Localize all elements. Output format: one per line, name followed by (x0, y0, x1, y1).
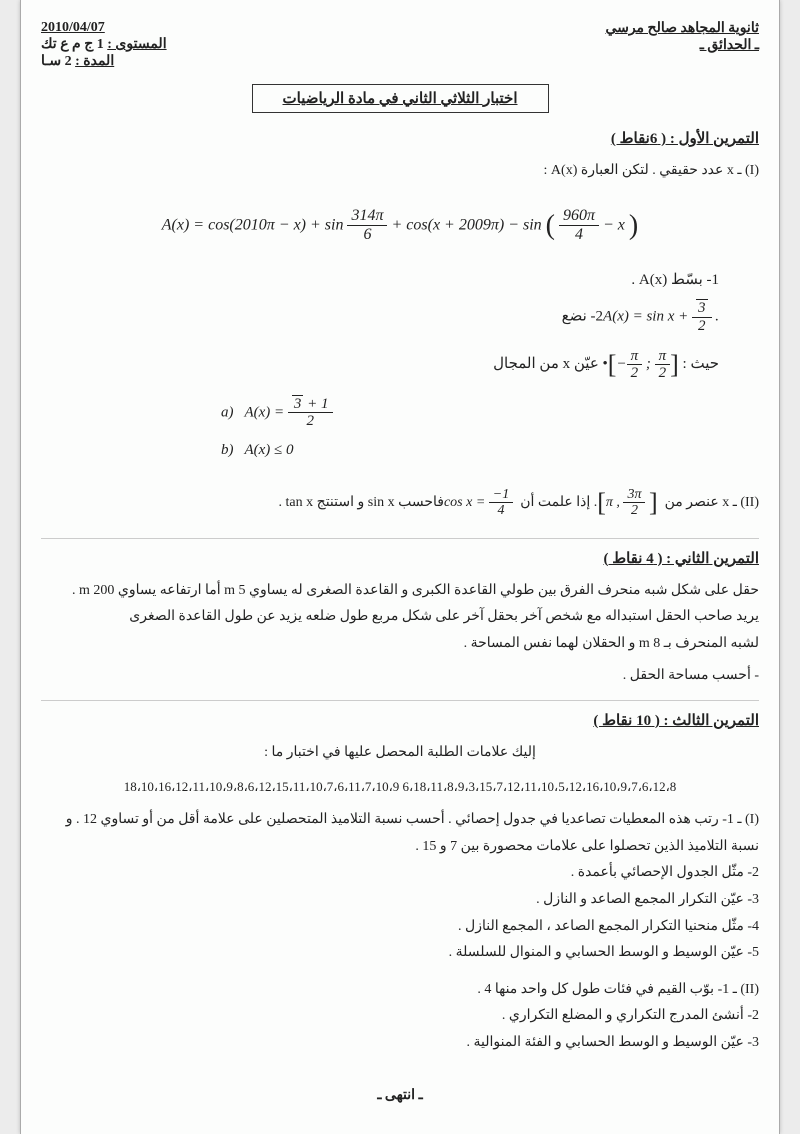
ex3-body: إليك علامات الطلبة المحصل عليها في اختبا… (41, 740, 759, 1057)
exam-date: 2010/04/07 (41, 20, 167, 36)
place: ـ الحدائق ـ (605, 37, 759, 54)
ex1-main-formula: A(x) = cos(2010π − x) + sin 314π6 + cos(… (41, 199, 759, 252)
ex3-I-prefix: (I) ـ (734, 812, 759, 827)
ex1-I-prefix: (I) ـ (734, 163, 759, 178)
ex2-p1: حقل على شكل شبه منحرف الفرق بين طولي الق… (41, 578, 759, 605)
ex1-intro: (I) ـ x عدد حقيقي . لتكن العبارة A(x) : (41, 158, 759, 185)
ex1-a: a) A(x) = 3 + 12 (221, 396, 759, 430)
ex1-partII: (II) ـ x عنصر من [π , 3π2 ] . إذا علمت أ… (41, 478, 759, 527)
ex3-data: 18،10،16،12،11،10،9،8،6،12،15،11،10،7،6،… (41, 775, 759, 800)
ex1-II-t3: فاحسب sin x و استنتج tan x . (279, 495, 444, 510)
header: ثانوية المجاهد صالح مرسي ـ الحدائق ـ 201… (41, 20, 759, 70)
ex3-II-3: 3- عيّن الوسيط و الوسط الحسابي و الفئة ا… (41, 1030, 759, 1057)
ex2-p2: يريد صاحب الحقل استبداله مع شخص آخر بحقل… (41, 604, 759, 631)
end-marker: ـ انتهى ـ (41, 1087, 759, 1104)
ex3-intro: إليك علامات الطلبة المحصل عليها في اختبا… (41, 740, 759, 767)
ex1-q2-bullet: عيّن x من المجال [−π2 ; π2] حيث : (41, 340, 719, 389)
divider-2 (41, 700, 759, 701)
ex3-I-4: 4- مثّل منحنيا التكرار المجمع الصاعد ، ا… (41, 914, 759, 941)
ex3-II: (II) ـ 1- بوّب القيم في فئات طول كل واحد… (41, 977, 759, 1004)
ex1-II-t2: . إذا علمت أن (517, 495, 598, 510)
level-label: المستوى : (107, 37, 166, 52)
ex3-I-2: 2- مثّل الجدول الإحصائي بأعمدة . (41, 860, 759, 887)
ex1-intro-text: x عدد حقيقي . لتكن العبارة A(x) : (544, 163, 734, 178)
ex1-II-t1: x عنصر من (661, 495, 729, 510)
exam-title: اختبار الثلاثي الثاني في مادة الرياضيات (252, 84, 549, 113)
ex3-I-1: 1- رتب هذه المعطيات تصاعديا في جدول إحصا… (66, 812, 734, 827)
ex1-body: (I) ـ x عدد حقيقي . لتكن العبارة A(x) : … (41, 158, 759, 528)
level-value: 1 ج م ع تك (41, 37, 104, 52)
ex2-p3: لشبه المنحرف بـ 8 m و الحقلان لهما نفس ا… (41, 631, 759, 658)
ex3-I: (I) ـ 1- رتب هذه المعطيات تصاعديا في جدو… (41, 807, 759, 834)
ex1-II-prefix: (II) ـ (729, 495, 759, 510)
ex3-title: التمرين الثالث : ( 10 نقاط ) (41, 711, 759, 730)
ex3-I-1b: نسبة التلاميذ الذين تحصلوا على علامات مح… (41, 834, 759, 861)
ex2-p4: - أحسب مساحة الحقل . (41, 663, 759, 690)
ex3-II-2: 2- أنشئ المدرج التكراري و المضلع التكرار… (41, 1003, 759, 1030)
ex1-title: التمرين الأول : ( 6نقاط ) (41, 129, 759, 148)
ex3-II-prefix: (II) ـ (729, 982, 759, 997)
duration-line: المدة : 2 سـا (41, 53, 167, 70)
ex1-q2: 2- نضع A(x) = sin x + 32 . (41, 300, 719, 334)
school-name: ثانوية المجاهد صالح مرسي (605, 20, 759, 37)
ex1-q1: 1- بسّط A(x) . (41, 266, 719, 295)
ex2-title: التمرين الثاني : ( 4 نقاط ) (41, 549, 759, 568)
duration-value: 2 سـا (41, 54, 72, 69)
exam-page: ثانوية المجاهد صالح مرسي ـ الحدائق ـ 201… (20, 0, 780, 1134)
meta-block: 2010/04/07 المستوى : 1 ج م ع تك المدة : … (41, 20, 167, 70)
ex3-I-5: 5- عيّن الوسيط و الوسط الحسابي و المنوال… (41, 940, 759, 967)
divider-1 (41, 538, 759, 539)
duration-label: المدة : (75, 54, 114, 69)
level-line: المستوى : 1 ج م ع تك (41, 36, 167, 53)
ex3-II-1: 1- بوّب القيم في فئات طول كل واحد منها 4… (477, 982, 729, 997)
ex3-I-3: 3- عيّن التكرار المجمع الصاعد و النازل . (41, 887, 759, 914)
school-block: ثانوية المجاهد صالح مرسي ـ الحدائق ـ (605, 20, 759, 54)
ex2-body: حقل على شكل شبه منحرف الفرق بين طولي الق… (41, 578, 759, 690)
ex1-b: b) A(x) ≤ 0 (221, 436, 759, 465)
